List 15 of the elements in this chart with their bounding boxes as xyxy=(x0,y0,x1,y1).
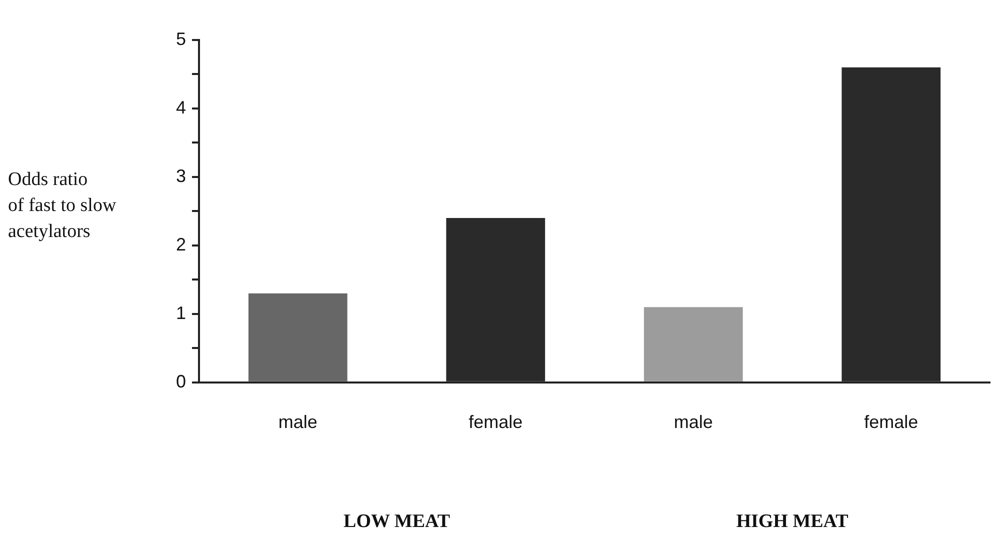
x-tick-label: female xyxy=(468,412,523,432)
x-tick-label: male xyxy=(674,412,713,432)
x-tick-label: female xyxy=(864,412,918,432)
x-tick-label: male xyxy=(278,412,318,432)
y-tick-label: 3 xyxy=(176,166,186,186)
text: HIGH MEAT xyxy=(736,510,849,532)
bar xyxy=(248,293,348,382)
bar xyxy=(644,307,743,382)
y-tick-label: 4 xyxy=(176,97,186,118)
y-tick-label: 1 xyxy=(176,302,186,323)
y-tick-label: 0 xyxy=(176,371,186,392)
y-tick-label: 5 xyxy=(176,28,186,49)
y-tick-label: 2 xyxy=(176,234,186,254)
y-axis-title: Odds ratio of fast to slow acetylators xyxy=(8,169,116,242)
text: LOW MEAT xyxy=(344,510,450,532)
